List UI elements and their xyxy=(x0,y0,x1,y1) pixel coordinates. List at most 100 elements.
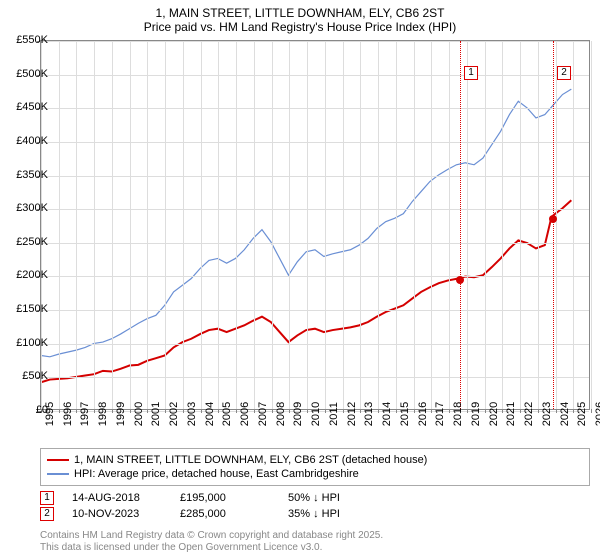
xtick xyxy=(467,409,468,413)
gridline-h xyxy=(41,108,589,109)
chart-svg xyxy=(41,41,589,409)
gridline-v xyxy=(325,41,326,409)
x-axis-label: 2016 xyxy=(417,402,429,426)
gridline-v xyxy=(76,41,77,409)
sale-dot xyxy=(456,276,464,284)
xtick xyxy=(573,409,574,413)
xtick xyxy=(165,409,166,413)
x-axis-label: 2011 xyxy=(328,402,340,426)
x-axis-label: 2026 xyxy=(594,402,600,426)
attribution-line2: This data is licensed under the Open Gov… xyxy=(40,542,383,554)
sale-marker: 2 xyxy=(40,507,54,521)
xtick xyxy=(431,409,432,413)
xtick xyxy=(254,409,255,413)
gridline-v xyxy=(272,41,273,409)
x-axis-label: 2023 xyxy=(541,402,553,426)
sale-price: £285,000 xyxy=(180,508,270,520)
x-axis-label: 1996 xyxy=(62,402,74,426)
xtick xyxy=(414,409,415,413)
xtick xyxy=(591,409,592,413)
legend-label-hpi: HPI: Average price, detached house, East… xyxy=(74,468,359,480)
gridline-v xyxy=(538,41,539,409)
chart-container: 1, MAIN STREET, LITTLE DOWNHAM, ELY, CB6… xyxy=(0,0,600,560)
x-axis-label: 2015 xyxy=(399,402,411,426)
xtick xyxy=(360,409,361,413)
xtick xyxy=(449,409,450,413)
xtick xyxy=(307,409,308,413)
x-axis-label: 2019 xyxy=(470,402,482,426)
x-axis-label: 2001 xyxy=(150,402,162,426)
x-axis-label: 2009 xyxy=(292,402,304,426)
xtick xyxy=(183,409,184,413)
x-axis-label: 2000 xyxy=(133,402,145,426)
x-axis-label: 2003 xyxy=(186,402,198,426)
gridline-v xyxy=(289,41,290,409)
marker-box: 1 xyxy=(464,66,478,80)
legend: 1, MAIN STREET, LITTLE DOWNHAM, ELY, CB6… xyxy=(40,448,590,486)
sale-date: 14-AUG-2018 xyxy=(72,492,162,504)
gridline-v xyxy=(201,41,202,409)
gridline-h xyxy=(41,276,589,277)
gridline-v xyxy=(94,41,95,409)
gridline-h xyxy=(41,41,589,42)
xtick xyxy=(201,409,202,413)
sale-pct: 50% ↓ HPI xyxy=(288,492,378,504)
gridline-v xyxy=(485,41,486,409)
xtick xyxy=(538,409,539,413)
gridline-v xyxy=(165,41,166,409)
xtick xyxy=(289,409,290,413)
x-axis-label: 1998 xyxy=(97,402,109,426)
gridline-h xyxy=(41,377,589,378)
gridline-v xyxy=(378,41,379,409)
gridline-v xyxy=(502,41,503,409)
xtick xyxy=(520,409,521,413)
gridline-v xyxy=(360,41,361,409)
marker-line xyxy=(460,41,461,409)
y-axis-label: £550K xyxy=(4,34,48,46)
gridline-v xyxy=(236,41,237,409)
chart-title: 1, MAIN STREET, LITTLE DOWNHAM, ELY, CB6… xyxy=(0,0,600,20)
y-axis-label: £200K xyxy=(4,269,48,281)
x-axis-label: 2025 xyxy=(576,402,588,426)
x-axis-label: 2020 xyxy=(488,402,500,426)
sale-marker: 1 xyxy=(40,491,54,505)
sale-date: 10-NOV-2023 xyxy=(72,508,162,520)
sale-pct: 35% ↓ HPI xyxy=(288,508,378,520)
sale-row: 2 10-NOV-2023 £285,000 35% ↓ HPI xyxy=(40,506,590,522)
x-axis-label: 2007 xyxy=(257,402,269,426)
gridline-v xyxy=(343,41,344,409)
x-axis-label: 2004 xyxy=(204,402,216,426)
x-axis-label: 2017 xyxy=(434,402,446,426)
gridline-h xyxy=(41,209,589,210)
x-axis-label: 2005 xyxy=(221,402,233,426)
sale-price: £195,000 xyxy=(180,492,270,504)
sale-row: 1 14-AUG-2018 £195,000 50% ↓ HPI xyxy=(40,490,590,506)
gridline-v xyxy=(591,41,592,409)
y-axis-label: £100K xyxy=(4,337,48,349)
gridline-v xyxy=(218,41,219,409)
gridline-h xyxy=(41,344,589,345)
gridline-h xyxy=(41,243,589,244)
gridline-v xyxy=(573,41,574,409)
gridline-v xyxy=(112,41,113,409)
xtick xyxy=(378,409,379,413)
gridline-v xyxy=(147,41,148,409)
gridline-v xyxy=(59,41,60,409)
x-axis-label: 2002 xyxy=(168,402,180,426)
gridline-h xyxy=(41,75,589,76)
xtick xyxy=(502,409,503,413)
xtick xyxy=(59,409,60,413)
gridline-v xyxy=(254,41,255,409)
gridline-v xyxy=(130,41,131,409)
legend-item-price-paid: 1, MAIN STREET, LITTLE DOWNHAM, ELY, CB6… xyxy=(47,453,583,467)
xtick xyxy=(76,409,77,413)
gridline-h xyxy=(41,142,589,143)
xtick xyxy=(325,409,326,413)
chart-subtitle: Price paid vs. HM Land Registry's House … xyxy=(0,20,600,38)
y-axis-label: £350K xyxy=(4,169,48,181)
xtick xyxy=(556,409,557,413)
gridline-v xyxy=(467,41,468,409)
gridline-v xyxy=(414,41,415,409)
marker-box: 2 xyxy=(557,66,571,80)
gridline-h xyxy=(41,310,589,311)
